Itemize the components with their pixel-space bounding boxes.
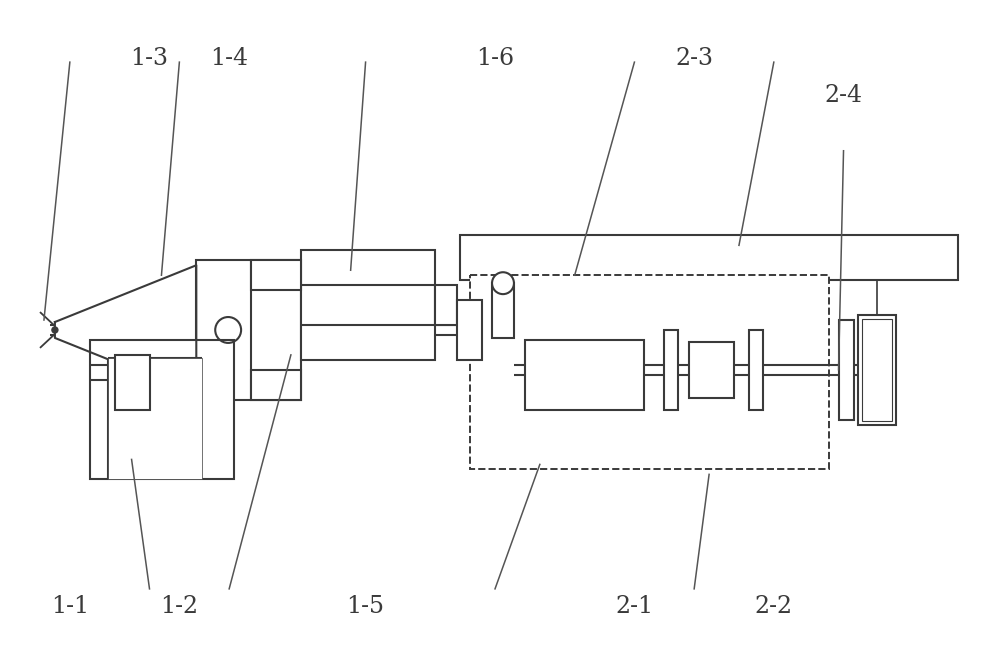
Circle shape xyxy=(52,327,58,333)
Bar xyxy=(839,320,854,420)
Bar xyxy=(251,370,301,400)
Bar xyxy=(525,340,644,410)
Bar xyxy=(492,283,514,338)
Text: 2-4: 2-4 xyxy=(824,84,863,107)
Bar xyxy=(664,330,678,410)
Bar xyxy=(115,355,150,410)
Bar xyxy=(90,340,234,479)
Bar xyxy=(435,285,457,325)
Bar xyxy=(196,260,301,400)
Text: 1-1: 1-1 xyxy=(51,595,89,618)
Text: 1-3: 1-3 xyxy=(131,47,169,70)
Text: 1-4: 1-4 xyxy=(210,47,248,70)
Text: 2-1: 2-1 xyxy=(615,595,653,618)
Bar xyxy=(460,235,958,280)
Text: 1-6: 1-6 xyxy=(476,47,514,70)
Bar xyxy=(858,315,896,424)
Text: 1-5: 1-5 xyxy=(347,595,385,618)
Text: 2-2: 2-2 xyxy=(755,595,793,618)
Bar xyxy=(689,342,734,398)
Bar xyxy=(470,275,829,469)
Polygon shape xyxy=(55,265,196,395)
Text: 2-3: 2-3 xyxy=(675,47,713,70)
Bar xyxy=(457,300,482,360)
Bar xyxy=(749,330,763,410)
Circle shape xyxy=(492,272,514,294)
Text: 1-2: 1-2 xyxy=(160,595,198,618)
Bar xyxy=(251,260,301,290)
Bar xyxy=(108,358,202,479)
Bar xyxy=(301,250,435,360)
Bar xyxy=(862,319,892,421)
